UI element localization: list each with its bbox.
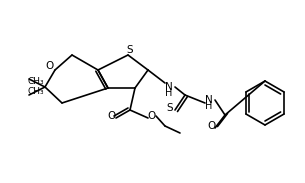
Text: O: O	[46, 61, 54, 71]
Text: H: H	[165, 88, 173, 98]
Text: N: N	[205, 95, 213, 105]
Text: CH₃: CH₃	[28, 77, 44, 87]
Text: CH₃: CH₃	[28, 87, 44, 96]
Text: N: N	[165, 82, 173, 92]
Text: S: S	[167, 103, 173, 113]
Text: O: O	[208, 121, 216, 131]
Text: H: H	[205, 101, 213, 111]
Text: S: S	[127, 45, 133, 55]
Text: O: O	[148, 111, 156, 121]
Text: O: O	[108, 111, 116, 121]
